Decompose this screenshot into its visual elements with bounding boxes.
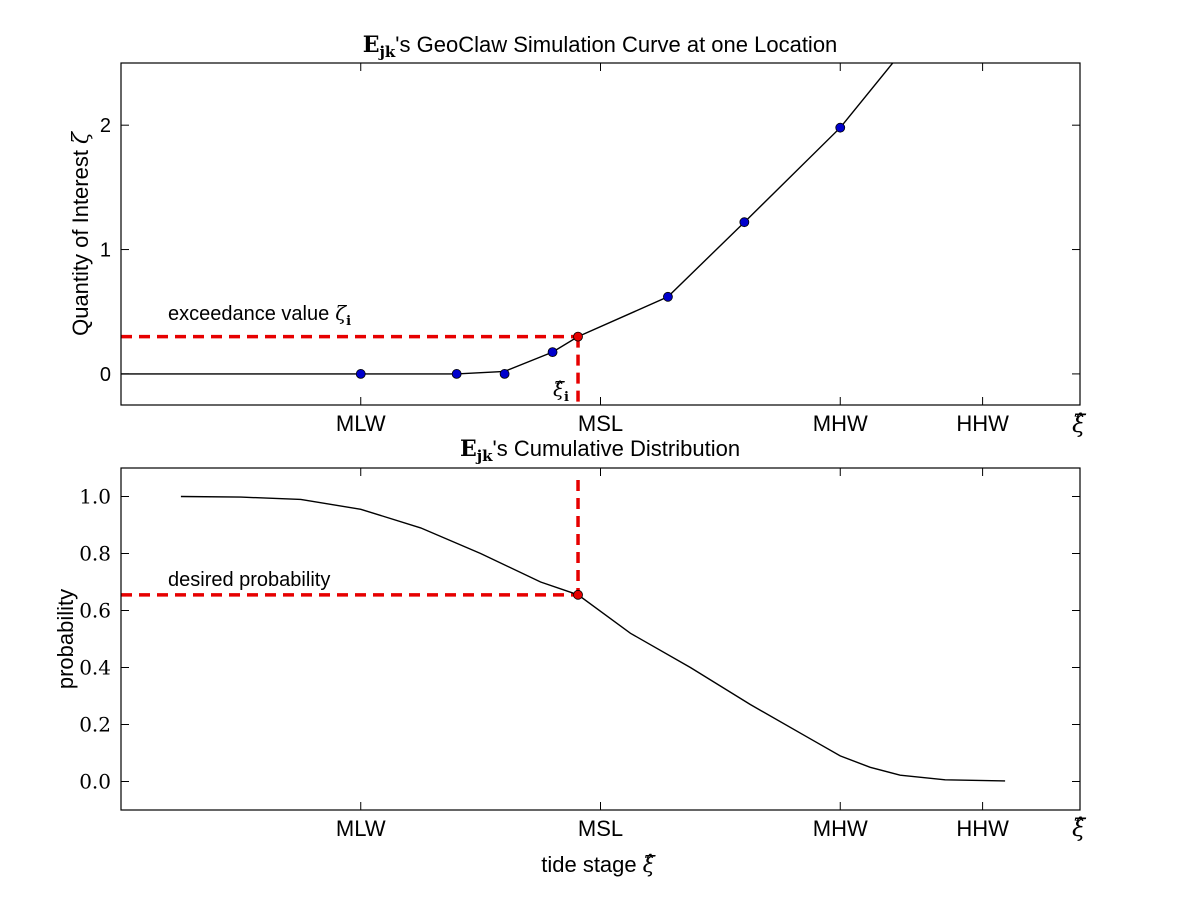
data-point (739, 217, 750, 228)
x-tick-label: MSL (578, 411, 623, 436)
bottom-chart-ticks: 0.0 0.2 0.4 0.6 0.8 1.0 MLW MSL MHW HHW (79, 468, 1080, 841)
bottom-chart-title: Ejk's Cumulative Distribution (460, 436, 740, 465)
x-tick-label: MHW (813, 411, 868, 436)
highlight-point (573, 589, 583, 600)
bottom-chart-x-end-symbol: ξ̂ (1072, 814, 1087, 842)
top-chart-x-end-symbol: ξ̂ (1072, 410, 1087, 438)
data-point (499, 369, 510, 379)
x-tick-label: MLW (336, 411, 386, 436)
bottom-chart-ylabel: probability (53, 589, 78, 689)
y-tick-label: 2 (100, 115, 111, 137)
x-tick-label: MLW (336, 816, 386, 841)
y-tick-label: 0 (100, 364, 111, 386)
y-tick-label: 1 (100, 240, 111, 262)
top-chart: Ejk's GeoClaw Simulation Curve at one Lo… (68, 32, 1087, 438)
y-tick-label: 0.2 (79, 713, 111, 737)
y-tick-label: 0.4 (79, 656, 111, 680)
y-tick-label: 0.8 (79, 542, 111, 566)
data-point (663, 291, 673, 302)
exceedance-value-label: exceedance value ζi (168, 301, 351, 329)
bottom-chart-points (573, 589, 583, 600)
bottom-chart-dashed-lines (121, 480, 580, 597)
x-tick-label: HHW (956, 411, 1009, 436)
x-tick-label: HHW (956, 816, 1009, 841)
y-tick-label: 0.6 (79, 599, 111, 623)
top-chart-ticks: 0 1 2 MLW MSL MHW HHW (100, 63, 1080, 436)
top-chart-axes-frame (120, 62, 1081, 406)
top-chart-series-line (121, 62, 894, 375)
desired-probability-label: desired probability (168, 569, 330, 591)
top-chart-title: Ejk's GeoClaw Simulation Curve at one Lo… (363, 32, 838, 61)
data-point (355, 369, 366, 379)
bottom-chart-axes-frame (120, 467, 1081, 811)
bottom-chart: Ejk's Cumulative Distribution 0.00.20.40… (53, 436, 1087, 878)
xi-i-label: ξ̂i (553, 377, 569, 405)
data-point (547, 347, 558, 358)
y-tick-label: 1.0 (79, 485, 111, 509)
x-tick-label: MHW (813, 816, 868, 841)
x-tick-label: MSL (578, 816, 623, 841)
top-chart-dashed-lines (121, 334, 580, 405)
highlight-point (573, 331, 583, 342)
data-point (835, 122, 846, 133)
bottom-chart-xlabel: tide stage ξ̂ (541, 852, 656, 878)
top-chart-points (355, 122, 846, 379)
bottom-chart-cdf-curve (180, 495, 1006, 782)
data-point (451, 369, 462, 379)
y-tick-label: 0.0 (79, 770, 111, 794)
top-chart-ylabel: Quantity of Interestζ (68, 130, 94, 336)
